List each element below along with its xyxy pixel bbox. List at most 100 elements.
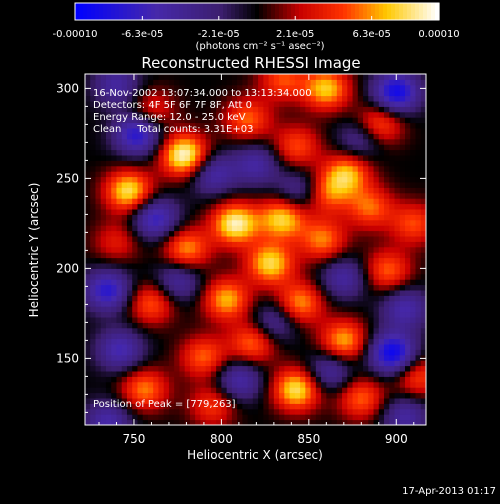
heatmap-cell: [174, 306, 180, 313]
heatmap-cell: [116, 354, 123, 361]
heatmap-cell: [336, 252, 343, 259]
heatmap-cell: [242, 252, 249, 259]
heatmap-cell: [384, 403, 390, 410]
heatmap-cell: [273, 90, 280, 97]
heatmap-cell: [405, 138, 411, 145]
heatmap-cell: [399, 203, 406, 210]
heatmap-cell: [310, 128, 317, 134]
heatmap-cell: [284, 365, 291, 372]
heatmap-cell: [352, 79, 359, 86]
heatmap-cell: [252, 349, 259, 356]
heatmap-cell: [410, 138, 417, 145]
heatmap-cell: [216, 95, 222, 102]
heatmap-cell: [373, 360, 380, 367]
heatmap-cell: [294, 95, 301, 102]
heatmap-cell: [389, 327, 396, 334]
heatmap-cell: [284, 290, 291, 296]
heatmap-cell: [116, 79, 123, 86]
heatmap-cell: [111, 95, 117, 102]
heatmap-cell: [342, 246, 348, 253]
heatmap-cell: [247, 290, 254, 296]
heatmap-cell: [105, 106, 112, 113]
heatmap-cell: [179, 171, 186, 178]
heatmap-cell: [153, 408, 159, 415]
heatmap-cell: [410, 160, 417, 167]
heatmap-cell: [111, 408, 117, 415]
heatmap-cell: [273, 246, 280, 253]
heatmap-cell: [326, 155, 333, 161]
heatmap-cell: [216, 176, 222, 183]
colorbar-strip: [371, 3, 376, 20]
heatmap-cell: [373, 111, 380, 118]
heatmap-cell: [310, 209, 317, 215]
heatmap-cell: [90, 381, 96, 388]
heatmap-cell: [279, 381, 285, 388]
heatmap-cell: [126, 84, 133, 91]
heatmap-cell: [168, 176, 175, 183]
heatmap-cell: [95, 133, 102, 140]
heatmap-cell: [205, 381, 212, 388]
heatmap-cell: [168, 344, 175, 350]
heatmap-cell: [389, 122, 396, 129]
heatmap-cell: [378, 182, 385, 188]
heatmap-cell: [352, 203, 359, 210]
heatmap-cell: [153, 84, 159, 91]
heatmap-cell: [331, 209, 338, 215]
heatmap-cell: [273, 236, 280, 242]
heatmap-cell: [105, 128, 112, 134]
heatmap-cell: [184, 311, 191, 318]
heatmap-cell: [95, 171, 102, 178]
heatmap-cell: [378, 295, 385, 302]
heatmap-cell: [132, 381, 138, 388]
heatmap-cell: [221, 133, 228, 140]
heatmap-cell: [310, 219, 317, 226]
heatmap-cell: [405, 111, 411, 118]
heatmap-cell: [142, 84, 149, 91]
heatmap-cell: [200, 176, 207, 183]
heatmap-cell: [373, 95, 380, 102]
heatmap-cell: [231, 209, 238, 215]
heatmap-cell: [399, 306, 406, 313]
heatmap-cell: [237, 273, 243, 280]
heatmap-cell: [336, 327, 343, 334]
heatmap-cell: [184, 171, 191, 178]
heatmap-cell: [168, 252, 175, 259]
heatmap-cell: [289, 381, 296, 388]
heatmap-cell: [420, 165, 426, 172]
heatmap-cell: [247, 230, 254, 237]
heatmap-cell: [174, 74, 180, 80]
heatmap-cell: [294, 241, 301, 248]
heatmap-cell: [415, 182, 422, 188]
heatmap-cell: [231, 263, 238, 269]
heatmap-cell: [252, 387, 259, 394]
heatmap-cell: [163, 387, 170, 394]
heatmap-cell: [310, 268, 317, 275]
heatmap-cell: [284, 225, 291, 232]
heatmap-cell: [263, 165, 270, 172]
heatmap-cell: [195, 101, 201, 107]
heatmap-cell: [394, 354, 401, 361]
heatmap-cell: [410, 311, 417, 318]
heatmap-cell: [85, 317, 91, 323]
heatmap-cell: [289, 84, 296, 91]
heatmap-cell: [294, 138, 301, 145]
heatmap-cell: [111, 392, 117, 399]
heatmap-cell: [273, 381, 280, 388]
heatmap-cell: [226, 95, 233, 102]
heatmap-cell: [273, 257, 280, 264]
heatmap-cell: [378, 106, 385, 113]
heatmap-cell: [247, 144, 254, 151]
heatmap-cell: [410, 317, 417, 323]
heatmap-cell: [163, 246, 170, 253]
heatmap-cell: [216, 273, 222, 280]
heatmap-cell: [284, 306, 291, 313]
heatmap-cell: [399, 414, 406, 421]
heatmap-cell: [294, 214, 301, 221]
heatmap-cell: [153, 354, 159, 361]
heatmap-cell: [268, 360, 275, 367]
heatmap-cell: [137, 381, 144, 388]
heatmap-cell: [200, 117, 207, 124]
heatmap-cell: [368, 311, 375, 318]
heatmap-cell: [121, 317, 128, 323]
